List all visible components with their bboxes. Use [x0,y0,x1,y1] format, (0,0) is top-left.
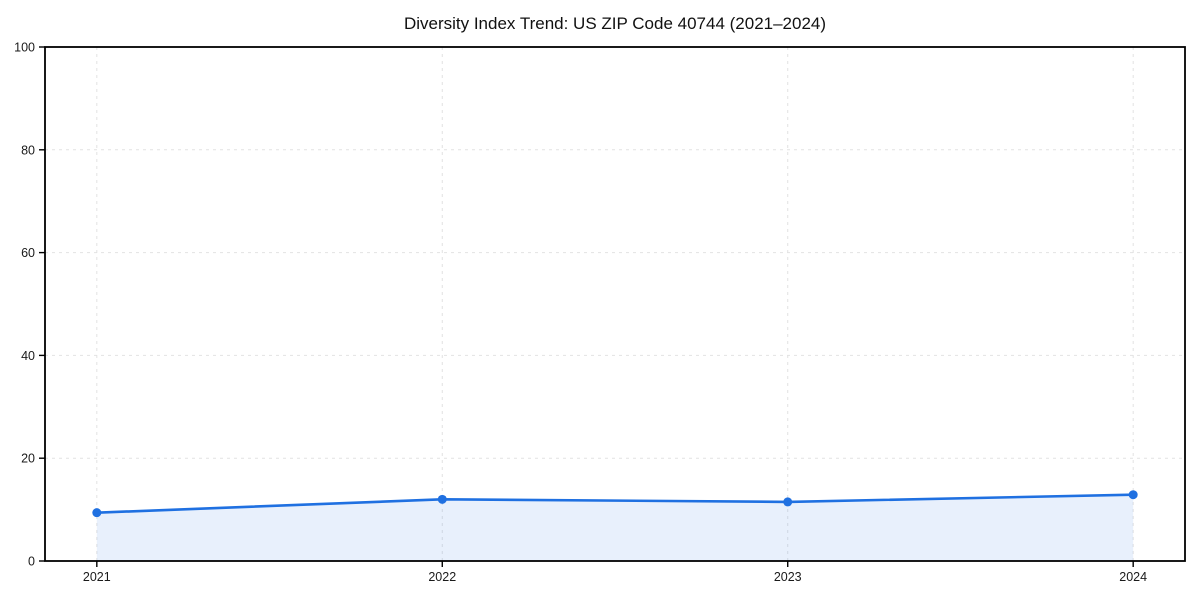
y-tick-label: 80 [21,143,35,157]
x-tick-label: 2024 [1119,570,1147,584]
data-point [1128,490,1138,500]
chart-title: Diversity Index Trend: US ZIP Code 40744… [404,14,826,33]
x-tick-label: 2022 [428,570,456,584]
data-point [92,508,102,518]
gridlines [45,47,1185,561]
axis-tick-labels: 0 20 40 60 80 100 2021 2022 2023 2024 [14,41,1147,585]
x-tick-label: 2023 [774,570,802,584]
y-tick-label: 0 [28,555,35,569]
y-tick-label: 20 [21,452,35,466]
y-tick-label: 100 [14,41,35,55]
axis-ticks [39,46,1134,567]
y-tick-label: 60 [21,246,35,260]
area-fill [96,494,1134,561]
y-tick-label: 40 [21,349,35,363]
x-tick-label: 2021 [83,570,111,584]
plot-area [92,490,1138,561]
data-point [783,497,793,507]
plot-frame [44,46,1186,562]
axes-frame [44,46,1186,562]
trend-line [95,493,1135,514]
data-point [437,494,447,504]
